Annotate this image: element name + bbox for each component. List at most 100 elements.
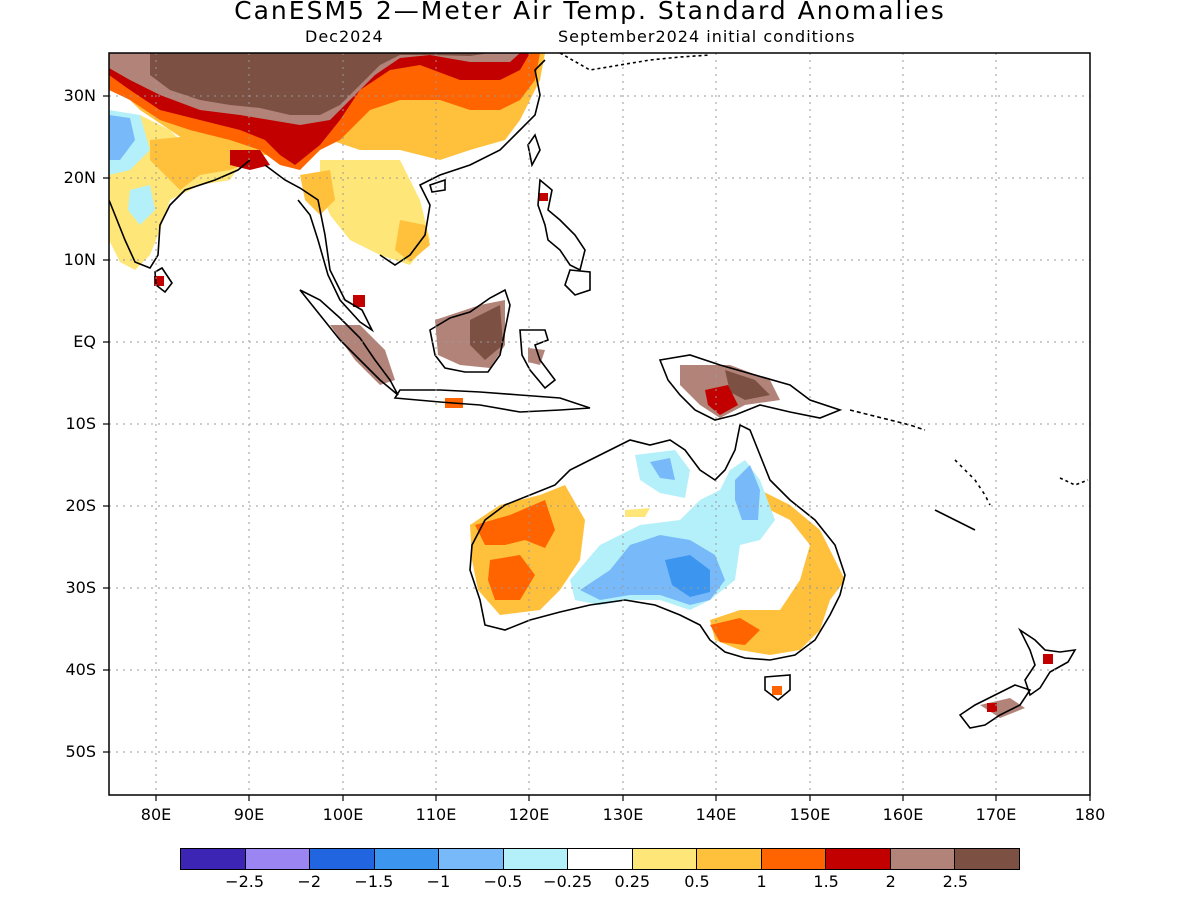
anomaly-myanmar-orange	[300, 170, 335, 215]
colorbar-label: 1.5	[813, 872, 839, 891]
anomaly-vietnam-orange	[395, 220, 430, 262]
coastline-indochina	[379, 59, 546, 266]
lon-label: 120E	[508, 805, 550, 824]
colorbar-label: 0.25	[614, 872, 651, 891]
colorbar-label: −0.5	[483, 872, 523, 891]
axis-ticks	[103, 95, 1091, 801]
colorbar-swatch	[955, 849, 1019, 869]
anomaly-aus-west-yellow	[470, 485, 585, 615]
anomaly-aus-west-orange	[475, 500, 555, 548]
colorbar	[180, 848, 1020, 870]
coastline-borneo	[429, 288, 511, 373]
coastline-japan	[559, 53, 711, 71]
lat-label: 30N	[63, 86, 96, 105]
lon-gridlines	[155, 53, 997, 795]
lat-label: EQ	[73, 332, 96, 351]
coastline-tasmania	[764, 674, 791, 702]
coastline-taiwan	[527, 133, 541, 168]
colorbar-swatch	[439, 849, 504, 869]
colorbar-swatch	[761, 849, 827, 869]
anomaly-aus-darkblue	[665, 555, 710, 597]
anomaly-india-blue	[109, 115, 135, 160]
lat-label: 20N	[63, 168, 96, 187]
coastline-mindanao	[564, 269, 591, 296]
colorbar-swatch	[697, 849, 762, 869]
coastline-sumatra	[299, 289, 399, 396]
anomaly-philippines-red	[538, 193, 548, 201]
coastline-java	[393, 389, 591, 413]
lat-label: 10N	[63, 250, 96, 269]
colorbar-swatch	[890, 849, 956, 869]
map-title: CanESM5 2—Meter Air Temp. Standard Anoma…	[234, 0, 946, 25]
coastline-solomons	[849, 409, 926, 431]
colorbar-label: −0.25	[543, 872, 593, 891]
coastline-india	[109, 159, 251, 269]
coastline-nz-north	[1017, 627, 1077, 697]
coastline-vanuatu	[954, 459, 991, 506]
lon-label: 140E	[695, 805, 737, 824]
colorbar-swatch	[826, 849, 891, 869]
colorbar-label: −1.5	[354, 872, 394, 891]
coastline-australia	[469, 423, 846, 661]
anomaly-aus-east-yellow	[710, 490, 845, 655]
lon-label: 90E	[233, 805, 265, 824]
lon-label: 130E	[602, 805, 644, 824]
anomaly-aus-southeast-orange	[710, 618, 760, 645]
lat-label: 20S	[65, 496, 96, 515]
anomaly-tibet-brown	[150, 53, 490, 115]
anomaly-srilanka-red	[154, 276, 164, 286]
anomaly-india-lightblue-2	[128, 185, 155, 225]
colorbar-swatch	[245, 849, 311, 869]
anomaly-borneo-brown	[470, 305, 503, 360]
anomaly-nz-south-tan	[980, 698, 1025, 718]
lon-label: 180	[1074, 805, 1106, 824]
colorbar-swatch	[568, 849, 633, 869]
anomaly-india-orange	[150, 135, 255, 190]
colorbar-label: −2.5	[225, 872, 265, 891]
lat-label: 40S	[65, 660, 96, 679]
anomaly-malaysia-red	[353, 295, 365, 307]
coastline-sulawesi	[519, 329, 557, 390]
lon-label: 100E	[322, 805, 364, 824]
colorbar-label: −1	[426, 872, 451, 891]
lat-label: 10S	[65, 414, 96, 433]
anomaly-aus-blue-north	[650, 458, 675, 480]
coastline-newguinea	[658, 354, 843, 421]
lon-label: 110E	[415, 805, 457, 824]
coastline-new-caledonia	[934, 509, 976, 531]
coastline-srilanka	[154, 266, 173, 294]
anomaly-tasmania-orange	[772, 686, 782, 695]
anomaly-newguinea-red	[705, 385, 738, 415]
colorbar-swatch	[632, 849, 698, 869]
coastline-fiji	[1059, 477, 1089, 486]
colorbar-label: 2	[885, 872, 896, 891]
forecast-month: Dec2024	[305, 27, 384, 46]
coastline-burma-thailand	[264, 164, 375, 333]
anomaly-aus-yellow-patch	[625, 508, 650, 517]
colorbar-label: 1	[756, 872, 767, 891]
lat-label: 50S	[65, 742, 96, 761]
colorbar-swatch	[181, 849, 246, 869]
lon-label: 160E	[882, 805, 924, 824]
colorbar-swatch	[503, 849, 569, 869]
map-frame	[108, 52, 1091, 796]
lat-gridlines	[109, 95, 1090, 753]
colorbar-label: 2.5	[942, 872, 969, 891]
colorbar-swatch	[374, 849, 440, 869]
colorbar-swatch	[310, 849, 375, 869]
anomaly-nz-north-red	[1043, 654, 1053, 664]
coastlines	[109, 53, 1089, 729]
lon-label: 150E	[789, 805, 831, 824]
anomaly-sumatra-tan	[330, 325, 395, 385]
anomaly-aus-west-orange-2	[488, 555, 535, 600]
lon-label: 80E	[140, 805, 172, 824]
colorbar-label: 0.5	[684, 872, 710, 891]
anomaly-newguinea-brown	[725, 370, 770, 400]
coastline-hainan	[429, 178, 446, 193]
coastline-nz-south	[958, 684, 1032, 729]
coastline-philippines	[537, 178, 586, 272]
initial-conditions-label: September2024 initial conditions	[558, 27, 856, 46]
colorbar-label: −2	[297, 872, 322, 891]
anomaly-nz-south-red	[987, 703, 997, 712]
